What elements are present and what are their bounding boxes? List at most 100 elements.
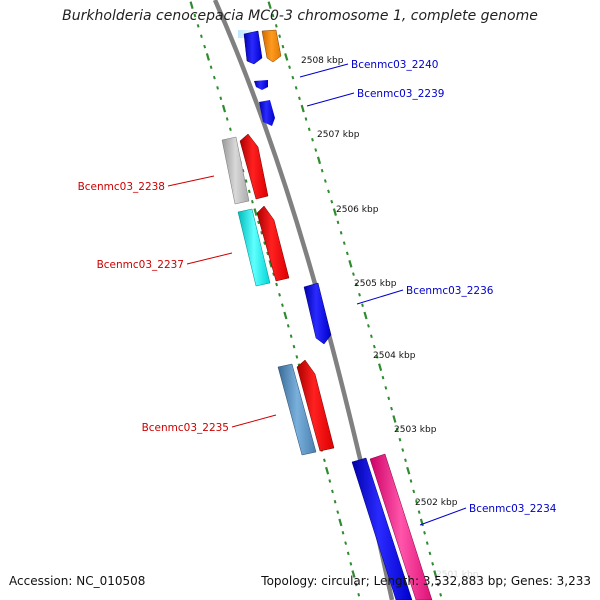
gene-label[interactable]: Bcenmc03_2234 <box>469 503 557 515</box>
scale-tick-minor <box>203 44 207 49</box>
scale-tick-minor <box>345 251 349 256</box>
scale-tick-minor <box>323 179 327 183</box>
gene-arrow-2236[interactable] <box>303 282 332 345</box>
genes-label: Genes: <box>510 574 553 588</box>
scale-tick-minor <box>251 199 254 204</box>
tick-label: 2505 kbp <box>354 279 397 289</box>
gene-block-2237-cyan[interactable] <box>237 208 271 287</box>
scale-tick-minor <box>314 148 318 152</box>
genome-title: Burkholderia cenocepacia MC0-3 chromosom… <box>62 8 538 24</box>
gene-leader-line <box>306 92 355 107</box>
scale-tick-minor <box>370 334 373 338</box>
scale-tick-major <box>221 104 227 113</box>
scale-tick-minor <box>271 13 275 18</box>
scale-tick-minor <box>320 168 324 173</box>
gene-label[interactable]: Bcenmc03_2237 <box>97 259 184 271</box>
scale-tick-major <box>351 570 356 578</box>
scale-tick-minor <box>409 479 413 483</box>
gene-label[interactable]: Bcenmc03_2239 <box>357 88 444 100</box>
gene-block-2238-gray[interactable] <box>221 136 250 205</box>
scale-tick-major <box>283 311 288 320</box>
gene-arrow-2234-blue[interactable] <box>351 457 413 600</box>
scale-tick-minor <box>333 499 337 504</box>
topology-value: circular <box>321 574 366 588</box>
scale-tick-minor <box>417 510 421 514</box>
gene-arrow-2238-red[interactable] <box>239 133 269 200</box>
scale-tick-minor <box>415 499 418 504</box>
scale-tick-minor <box>431 562 435 566</box>
scale-tick-minor <box>375 355 379 359</box>
scale-tick-minor <box>291 75 295 80</box>
scale-tick-minor <box>307 127 311 132</box>
tick-label: 2506 kbp <box>336 205 379 215</box>
scale-tick-minor <box>328 479 332 483</box>
scale-tick-minor <box>289 334 293 338</box>
scale-tick-minor <box>357 593 361 597</box>
scale-tick-major <box>363 311 368 320</box>
scale-tick-major <box>348 259 353 268</box>
gene-arrow-2234-pink[interactable] <box>369 453 433 600</box>
scale-tick-minor <box>209 65 213 69</box>
scale-tick-major <box>316 156 322 165</box>
scale-tick-minor <box>390 406 393 411</box>
scale-tick-minor <box>323 458 326 463</box>
accession-info: Accession: NC_010508 <box>9 574 145 588</box>
gene-label[interactable]: Bcenmc03_2238 <box>78 181 165 193</box>
gene-labels: Bcenmc03_2240 Bcenmc03_2239 Bcenmc03_2238 B… <box>78 59 557 526</box>
length-value: 3,532,883 bp <box>422 574 503 588</box>
scale-tick-minor <box>260 231 263 235</box>
scale-tick-minor <box>247 189 251 194</box>
gene-label[interactable]: Bcenmc03_2235 <box>142 422 229 434</box>
scale-tick-minor <box>436 582 440 587</box>
gene-arrow-2239-b[interactable] <box>259 100 275 126</box>
scale-tick-major <box>433 570 438 578</box>
scale-tick-minor <box>342 241 346 245</box>
scale-tick-minor <box>372 344 376 349</box>
scale-tick-minor <box>398 437 402 442</box>
gene-leader-line <box>419 507 467 526</box>
scale-tick-minor <box>196 24 200 28</box>
genome-summary: Topology: circular; Length: 3,532,883 bp… <box>261 574 591 588</box>
gene-leader-line <box>167 175 215 187</box>
gene-arrow-2239-a[interactable] <box>254 80 268 90</box>
scale-tick-minor <box>331 489 334 494</box>
scale-tick-minor <box>387 396 391 401</box>
gene-label[interactable]: Bcenmc03_2240 <box>351 59 438 71</box>
scale-tick-minor <box>281 303 284 307</box>
scale-tick-minor <box>384 386 388 390</box>
tick-label: 2504 kbp <box>373 351 416 361</box>
scale-tick-minor <box>272 272 275 276</box>
gene-arrow-2240-a[interactable] <box>243 30 263 65</box>
scale-tick-minor <box>294 86 298 90</box>
scale-tick-minor <box>395 427 399 432</box>
scale-tick-minor <box>358 293 361 297</box>
scale-tick-minor <box>346 551 350 556</box>
gene-leader-line <box>356 289 404 305</box>
tick-label: 2507 kbp <box>317 130 360 140</box>
scale-tick-major <box>332 208 337 216</box>
tick-label: 2503 kbp <box>394 425 437 435</box>
scale-tick-minor <box>229 127 232 132</box>
scale-tick-minor <box>286 324 290 328</box>
gene-block-2235-steel[interactable] <box>277 363 317 456</box>
scale-tick-major <box>325 466 330 475</box>
scale-tick-minor <box>423 531 426 535</box>
scale-tick-minor <box>339 231 343 235</box>
scale-tick-minor <box>381 375 385 380</box>
scale-tick-minor <box>298 96 301 101</box>
scale-tick-major <box>392 415 397 423</box>
gene-arrow-2237-red[interactable] <box>256 205 290 282</box>
gene-label[interactable]: Bcenmc03_2236 <box>406 285 494 297</box>
scale-tick-minor <box>281 44 285 49</box>
gene-arrow-2240-b[interactable] <box>261 29 282 63</box>
tick-label: 2508 kbp <box>301 56 344 66</box>
scale-tick-minor <box>263 241 266 245</box>
scale-tick-major <box>378 363 383 372</box>
scale-tick-minor <box>404 458 407 463</box>
scale-tick-minor <box>336 510 340 514</box>
gene-arrow-2235-red[interactable] <box>296 359 335 452</box>
scale-tick-minor <box>266 251 270 256</box>
scale-tick-minor <box>278 34 282 38</box>
scale-tick-minor <box>355 282 358 287</box>
